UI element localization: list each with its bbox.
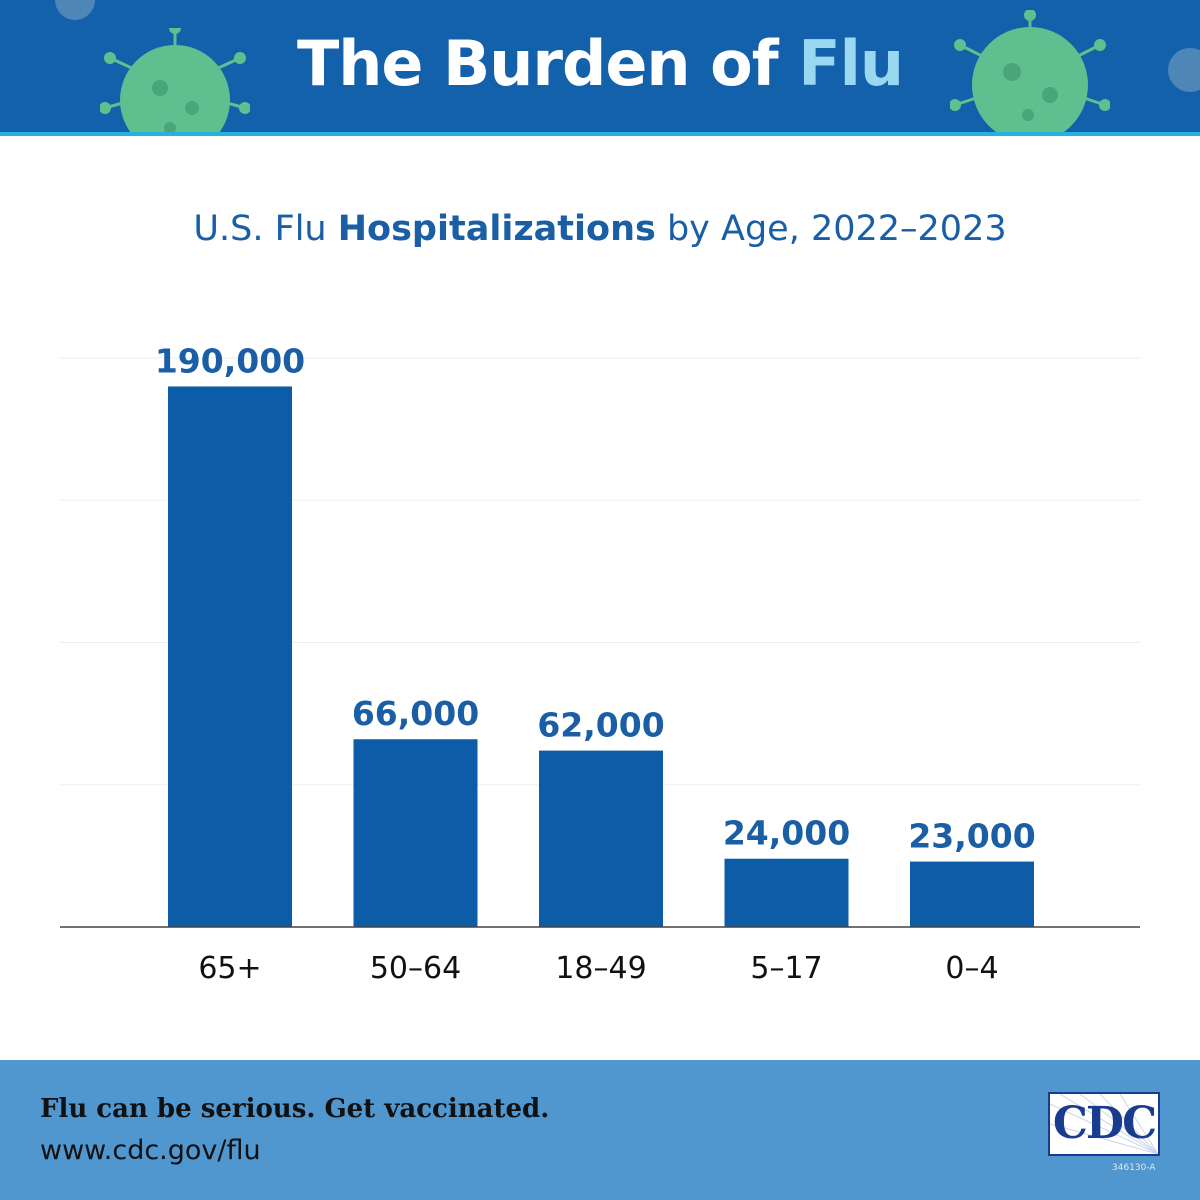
document-id: 346130-A [1112, 1163, 1156, 1173]
footer-banner [0, 1060, 1200, 1200]
x-tick-label: 18–49 [555, 951, 646, 986]
subtitle-part2: by Age, 2022–2023 [666, 209, 1007, 249]
x-tick-label: 65+ [198, 951, 261, 986]
chart-subtitle: U.S. Flu Hospitalizations by Age, 2022–2… [0, 204, 1200, 254]
virus-icon [55, 0, 95, 20]
data-label: 23,000 [908, 817, 1035, 856]
virus-icon [100, 28, 250, 132]
subtitle-part1: U.S. Flu [193, 209, 327, 249]
page-title: The Burden of Flu [0, 22, 1200, 106]
bar [724, 858, 849, 927]
bar-chart: 190,000 65+ 66,000 50–64 62,000 18–49 24,000 5–… [60, 341, 1140, 986]
data-label: 62,000 [537, 706, 664, 745]
bar [353, 739, 478, 927]
header-banner: The Burden of Flu [0, 0, 1200, 132]
subtitle-bold: Hospitalizations [337, 209, 656, 249]
data-label: 66,000 [352, 694, 479, 733]
x-tick-label: 0–4 [945, 951, 998, 986]
virus-icon [1168, 48, 1200, 92]
bar [910, 861, 1034, 927]
cdc-logo-icon: CDC [1048, 1092, 1160, 1156]
footer-url[interactable]: www.cdc.gov/flu [40, 1135, 261, 1166]
title-accent: Flu [798, 27, 904, 100]
header-stripe [0, 132, 1200, 136]
x-tick-label: 5–17 [750, 951, 822, 986]
bar [168, 386, 292, 927]
data-label: 24,000 [723, 814, 850, 853]
title-main: The Burden of [296, 27, 779, 100]
bar [539, 750, 663, 927]
virus-icon [950, 10, 1110, 132]
footer-tagline: Flu can be serious. Get vaccinated. [40, 1094, 550, 1124]
data-label: 190,000 [155, 341, 305, 380]
logo-text: CDC [1052, 1098, 1157, 1149]
x-tick-label: 50–64 [370, 951, 461, 986]
